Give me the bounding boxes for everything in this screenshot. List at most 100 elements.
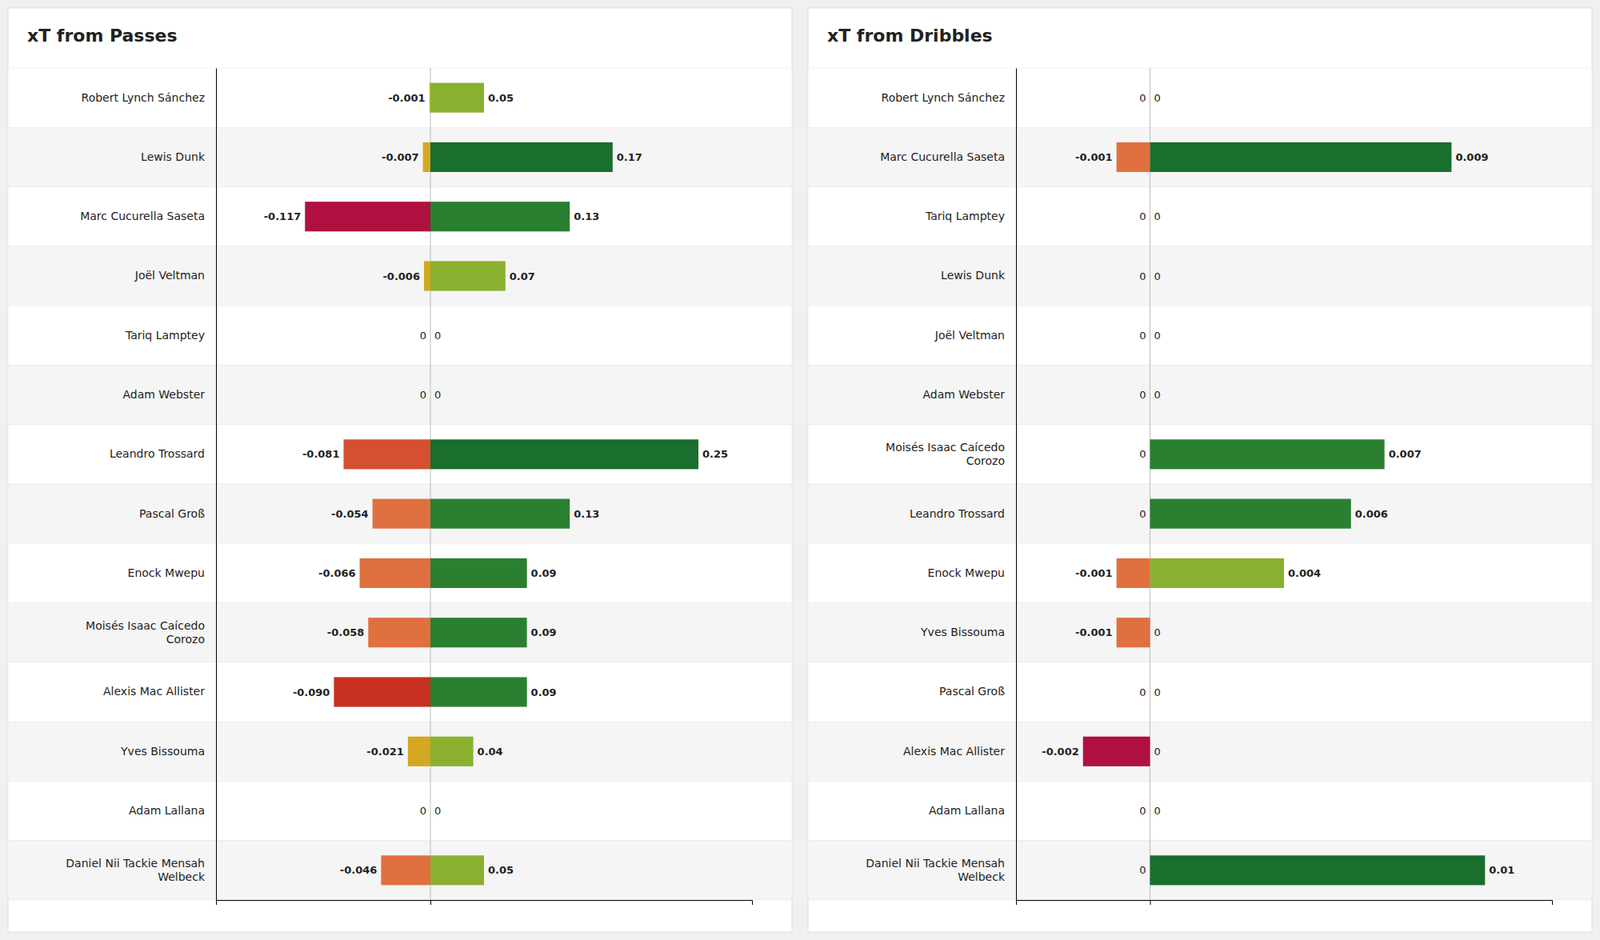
bar <box>1149 260 1151 291</box>
data-labels: -0.001-0.007-0.117-0.00600-0.081-0.054-0… <box>264 92 728 877</box>
bar <box>423 142 431 172</box>
data-label: 0 <box>1154 388 1161 401</box>
data-label: 0 <box>1154 626 1161 639</box>
bar <box>430 380 432 410</box>
bar <box>424 260 431 291</box>
bar <box>360 558 431 588</box>
y-tick-label-line: Leandro Trossard <box>909 507 1005 520</box>
row-band <box>808 364 1592 424</box>
y-tick-label-line: Adam Webster <box>922 388 1005 401</box>
data-label: 0 <box>1139 92 1146 104</box>
y-tick-label: Leandro Trossard <box>909 507 1005 520</box>
data-label: 0 <box>420 804 427 817</box>
data-label: 0 <box>420 329 427 342</box>
bar <box>1150 499 1352 529</box>
bar <box>430 796 432 826</box>
y-tick: Leandro Trossard <box>109 447 216 460</box>
y-tick: Tariq Lamptey <box>124 328 216 342</box>
chart-title: xT from Dribbles <box>827 25 993 46</box>
bars <box>304 83 699 886</box>
y-tick: Lewis Dunk <box>940 268 1016 282</box>
data-label: 0.01 <box>1488 864 1515 876</box>
y-tick-label: Tariq Lamptey <box>924 209 1005 223</box>
row-band <box>8 840 792 900</box>
data-label: -0.021 <box>366 745 404 758</box>
row-band <box>8 543 792 603</box>
x-tick-line <box>1150 900 1152 905</box>
bar <box>304 201 431 232</box>
row-band <box>8 780 792 840</box>
y-tick-label: Enock Mwepu <box>928 566 1005 580</box>
x-axis-line <box>216 900 753 906</box>
bar <box>1116 142 1151 172</box>
row-band <box>8 305 792 365</box>
row-band <box>808 305 1592 365</box>
y-tick-label-line: Daniel Nii Tackie Mensah <box>865 856 1005 870</box>
y-tick-label-line: Pascal Groß <box>939 684 1005 698</box>
bar <box>430 439 699 469</box>
y-tick-label-line: Robert Lynch Sánchez <box>81 91 205 104</box>
data-label: 0.004 <box>1288 567 1321 580</box>
bar <box>430 260 506 291</box>
bar <box>368 617 431 648</box>
y-tick-label: Marc Cucurella Saseta <box>80 209 205 223</box>
bar <box>430 142 613 172</box>
y-tick-label: Joël Veltman <box>934 328 1005 342</box>
y-tick: Moisés Isaac CaícedoCorozo <box>885 440 1016 468</box>
bar <box>1150 439 1385 469</box>
y-tick: Lewis Dunk <box>140 150 216 164</box>
bars <box>1083 142 1486 886</box>
y-tick-label-line: Tariq Lamptey <box>124 328 205 342</box>
panel: xT from DribblesRobert Lynch SánchezMarc… <box>808 8 1592 932</box>
y-tick: Alexis Mac Allister <box>103 684 216 698</box>
y-tick-label: Adam Webster <box>122 388 205 401</box>
row-band <box>808 484 1592 544</box>
y-tick-label: Lewis Dunk <box>140 150 206 164</box>
bar <box>1116 617 1151 648</box>
row-band <box>808 780 1592 840</box>
y-tick: Robert Lynch Sánchez <box>881 91 1016 104</box>
row-band <box>808 424 1592 484</box>
row-band <box>808 662 1592 722</box>
data-label: 0 <box>434 804 441 817</box>
data-label: 0 <box>1154 270 1161 283</box>
y-tick-label: Pascal Groß <box>139 507 205 520</box>
bar <box>1149 736 1151 767</box>
y-tick-label: Enock Mwepu <box>128 566 205 580</box>
row-band <box>8 603 792 663</box>
data-label: 0.04 <box>477 745 504 758</box>
bar <box>430 201 570 232</box>
y-tick-label: Robert Lynch Sánchez <box>81 91 205 104</box>
grid <box>1149 68 1151 900</box>
row-band <box>8 246 792 306</box>
y-tick-label: Robert Lynch Sánchez <box>881 91 1005 104</box>
y-tick-label-line: Robert Lynch Sánchez <box>881 91 1005 104</box>
data-label: -0.001 <box>1075 151 1113 164</box>
x-axis <box>216 900 753 905</box>
data-label: 0 <box>1154 92 1161 104</box>
y-tick-label: Leandro Trossard <box>109 447 205 460</box>
bar <box>343 439 431 469</box>
row-band <box>8 721 792 781</box>
row-band <box>8 364 792 424</box>
y-tick-label-line: Adam Lallana <box>128 804 205 817</box>
y-tick-label-line: Lewis Dunk <box>140 150 206 164</box>
data-label: 0 <box>1139 210 1146 223</box>
row-band <box>8 662 792 722</box>
data-label: 0 <box>1139 329 1146 342</box>
y-tick-label-line: Moisés Isaac Caícedo <box>85 619 205 632</box>
data-label: 0 <box>1139 508 1146 520</box>
data-label: -0.002 <box>1041 745 1080 758</box>
y-tick: Adam Lallana <box>928 804 1016 817</box>
bar <box>1149 320 1151 351</box>
x-axis <box>1016 900 1553 905</box>
y-tick: Pascal Groß <box>139 507 216 520</box>
y-tick-label-line: Enock Mwepu <box>128 566 205 580</box>
row-band <box>8 68 792 128</box>
y-tick: Pascal Groß <box>939 684 1016 698</box>
bar <box>380 855 431 885</box>
y-tick-label-line: Welbeck <box>157 870 206 884</box>
bar <box>1149 617 1151 648</box>
data-labels: 0-0.001000000-0.001-0.0010-0.0020000.009… <box>1041 92 1515 877</box>
data-label: -0.001 <box>1075 626 1113 639</box>
